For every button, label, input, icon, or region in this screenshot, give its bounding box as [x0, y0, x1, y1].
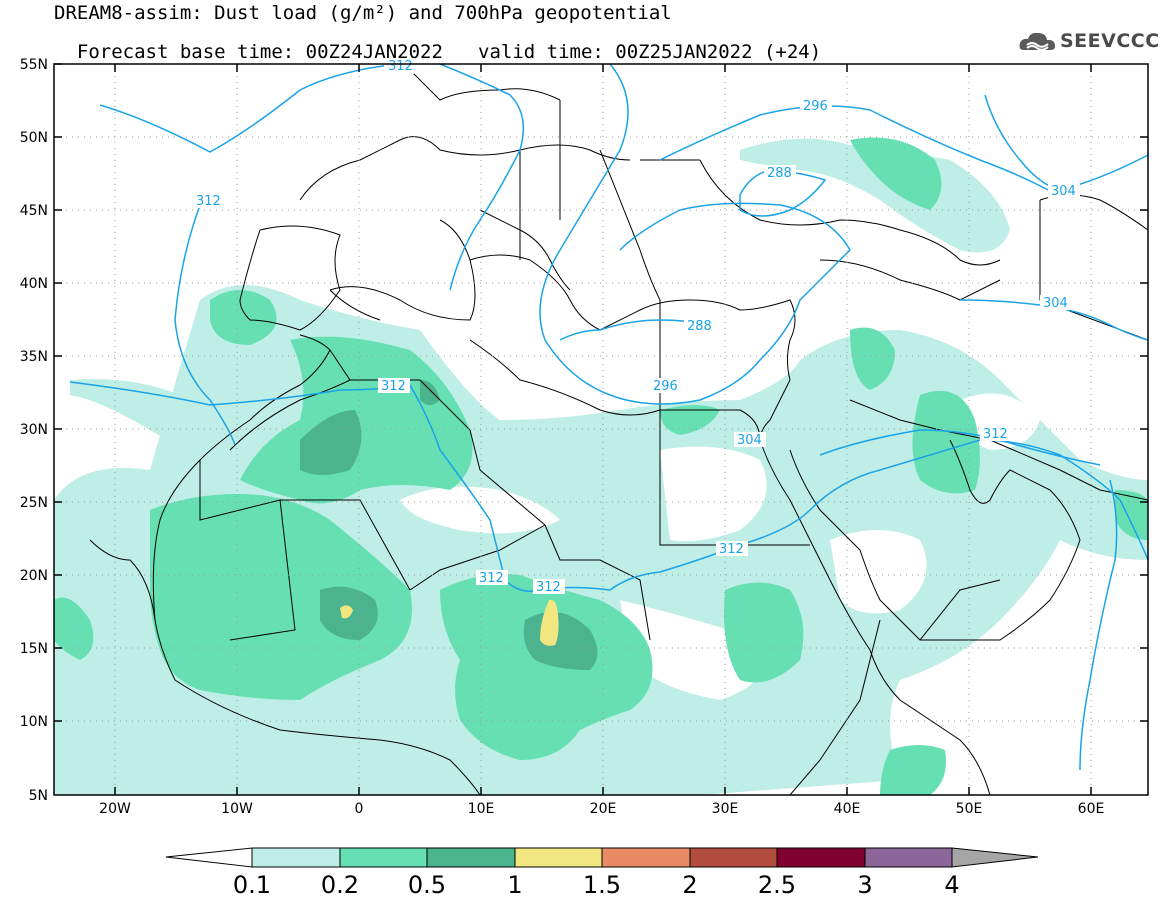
lon-label: 30E [712, 801, 739, 817]
lon-label: 60E [1078, 801, 1105, 817]
latitude-labels: 55N 50N 45N 40N 35N 30N 25N 20N 15N 10N … [20, 57, 48, 804]
map-title: DREAM8-assim: Dust load (g/m²) and 700hP… [54, 2, 672, 24]
contour-label: 304 [737, 433, 762, 448]
lon-label: 20E [590, 801, 617, 817]
map-subtitle: Forecast base time: 00Z24JAN2022 valid ti… [54, 22, 821, 63]
lat-label: 50N [20, 130, 48, 146]
colorbar-label: 0.2 [321, 871, 359, 899]
colorbar-segment [426, 847, 516, 868]
contour-label: 288 [687, 319, 712, 334]
contour-label: 312 [983, 427, 1008, 442]
lat-label: 10N [20, 714, 48, 730]
lat-label: 25N [20, 495, 48, 511]
contour-label: 296 [653, 379, 678, 394]
colorbar-label: 3 [857, 871, 872, 899]
contour-label: 312 [388, 59, 413, 74]
base-time: Forecast base time: 00Z24JAN2022 [76, 41, 443, 63]
contour-label: 304 [1051, 184, 1076, 199]
contour-labels: 312 312 296 288 304 304 288 312 296 304 … [193, 59, 1080, 595]
colorbar-label: 1.5 [583, 871, 621, 899]
colorbar-label: 0.1 [233, 871, 271, 899]
colorbar-label: 1 [507, 871, 522, 899]
colorbar-label: 4 [944, 871, 959, 899]
lon-label: 20W [99, 801, 131, 817]
cloud-icon [1019, 32, 1056, 51]
contour-label: 288 [767, 166, 792, 181]
lat-label: 20N [20, 568, 48, 584]
contour-label: 312 [196, 194, 221, 209]
contour-label: 312 [536, 580, 561, 595]
contour-label: 296 [803, 99, 828, 114]
lat-label: 45N [20, 203, 48, 219]
tick-marks [54, 63, 1148, 795]
lon-label: 0 [355, 801, 364, 817]
lon-label: 10E [468, 801, 495, 817]
contour-label: 304 [1043, 296, 1068, 311]
valid-time: valid time: 00Z25JAN2022 (+24) [478, 41, 822, 63]
dust-layer-high [340, 599, 559, 646]
longitude-labels: 20W 10W 0 10E 20E 30E 40E 50E 60E [99, 801, 1104, 817]
lon-label: 50E [956, 801, 983, 817]
contour-label: 312 [381, 379, 406, 394]
colorbar-segment [514, 847, 603, 868]
lon-label: 10W [221, 801, 253, 817]
lon-label: 40E [834, 801, 861, 817]
colorbar-segment-above [951, 847, 1039, 868]
geopotential-contours [69, 64, 1148, 771]
dust-shading [54, 137, 1148, 795]
coastlines [54, 64, 1148, 795]
lat-label: 35N [20, 349, 48, 365]
lat-label: 55N [20, 57, 48, 73]
lat-label: 30N [20, 422, 48, 438]
colorbar-label: 2 [682, 871, 697, 899]
lat-label: 40N [20, 276, 48, 292]
colorbar-segment [601, 847, 691, 868]
lat-label: 5N [29, 788, 48, 804]
colorbar-segment [689, 847, 778, 868]
colorbar-label: 0.5 [408, 871, 446, 899]
colorbar-labels: 0.1 0.2 0.5 1 1.5 2 2.5 3 4 [233, 871, 960, 899]
contour-label: 312 [479, 571, 504, 586]
logo-text: SEEVCCC [1060, 30, 1160, 52]
lat-label: 15N [20, 641, 48, 657]
colorbar-segment [864, 847, 953, 868]
colorbar-segment-below [165, 847, 253, 868]
dust-layer-clear [170, 393, 1040, 700]
colorbar-segment [776, 847, 866, 868]
contour-label: 312 [719, 542, 744, 557]
colorbar-segment [251, 847, 341, 868]
colorbar-segment [339, 847, 428, 868]
colorbar [165, 847, 1039, 868]
seevccc-logo: SEEVCCC [1018, 28, 1160, 58]
graticule [54, 64, 1148, 795]
colorbar-label: 2.5 [758, 871, 796, 899]
